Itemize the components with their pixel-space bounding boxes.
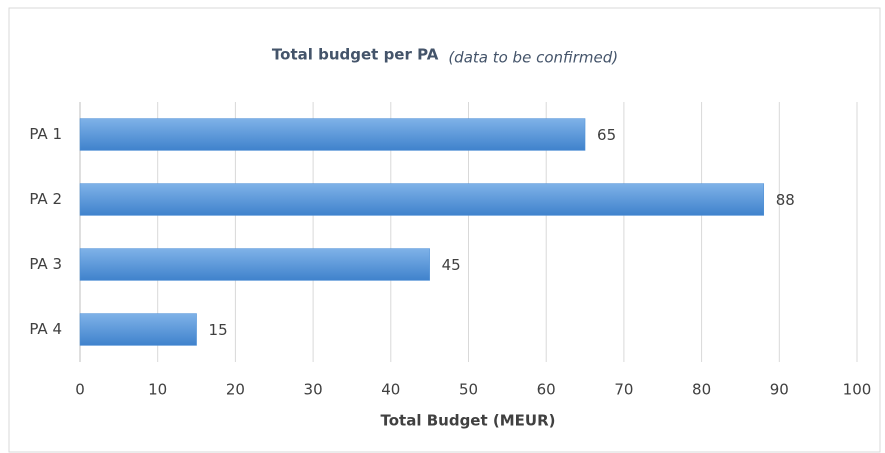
x-tick-label: 0 <box>75 381 85 399</box>
x-tick-label: 10 <box>148 381 167 399</box>
x-tick-label: 90 <box>770 381 789 399</box>
y-tick-label: PA 4 <box>29 320 62 338</box>
x-axis-label: Total Budget (MEUR) <box>381 412 556 430</box>
x-tick-label: 70 <box>614 381 633 399</box>
bar <box>79 118 586 151</box>
x-tick-label: 100 <box>843 381 872 399</box>
x-tick-label: 40 <box>381 381 400 399</box>
y-tick-label: PA 3 <box>29 255 62 273</box>
chart-border <box>8 7 881 453</box>
bar <box>79 313 197 346</box>
data-label: 88 <box>776 191 795 209</box>
x-tick-label: 20 <box>226 381 245 399</box>
x-tick-label: 80 <box>692 381 711 399</box>
data-label: 15 <box>209 321 228 339</box>
data-label: 45 <box>442 256 461 274</box>
y-tick-label: PA 2 <box>29 190 62 208</box>
x-tick-label: 30 <box>304 381 323 399</box>
bar <box>79 183 765 216</box>
chart-subtitle: (data to be confirmed) <box>448 49 618 67</box>
bar <box>79 248 430 281</box>
chart-title: Total budget per PA <box>272 46 439 64</box>
x-tick-label: 60 <box>537 381 556 399</box>
y-tick-label: PA 1 <box>29 125 62 143</box>
data-label: 65 <box>597 126 616 144</box>
x-tick-label: 50 <box>459 381 478 399</box>
